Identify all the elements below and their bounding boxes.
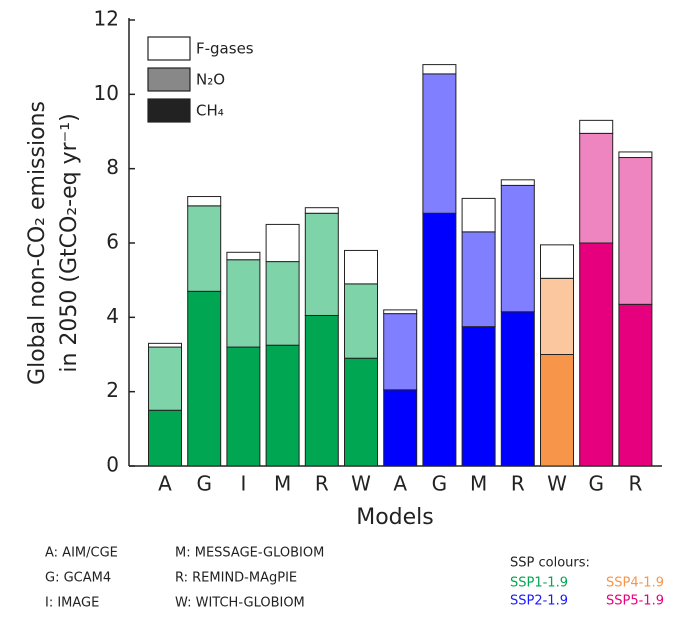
bar-segment: [344, 357, 378, 467]
ssp-legend-item: SSP1-1.9: [510, 576, 568, 591]
x-tick-label: R: [511, 472, 525, 496]
x-tick-label: W: [351, 472, 371, 496]
bar-segment: [344, 249, 378, 285]
bar-segment: [579, 119, 614, 134]
x-tick-label: R: [628, 472, 642, 496]
bar-segment: [148, 409, 182, 467]
bar-segment: [148, 342, 182, 348]
ssp-legend-item: SSP5-1.9: [606, 594, 664, 609]
bar-segment: [579, 132, 614, 244]
model-key: M: MESSAGE-GLOBIOM: [175, 546, 324, 561]
bar-segment: [540, 244, 574, 279]
y-axis-label: Global non-CO₂ emissions: [25, 101, 50, 385]
y-tick-label: 12: [94, 7, 119, 31]
x-tick-label: G: [196, 472, 212, 496]
y-tick-label: 8: [106, 155, 119, 179]
bar-segment: [148, 346, 182, 411]
legend-swatch: [147, 36, 191, 61]
y-tick-label: 2: [106, 378, 119, 402]
bar-segment: [304, 207, 339, 214]
bar-segment: [344, 283, 378, 359]
x-tick-label: I: [240, 472, 246, 496]
legend-label: N₂O: [196, 71, 225, 89]
x-tick-label: G: [432, 472, 448, 496]
bar-segment: [226, 346, 261, 467]
model-key: I: IMAGE: [45, 596, 99, 611]
model-key: G: GCAM4: [45, 571, 111, 586]
y-tick-label: 10: [94, 81, 119, 105]
x-tick-label: M: [274, 472, 291, 496]
ssp-legend-title: SSP colours:: [510, 556, 590, 571]
x-tick-label: A: [393, 472, 407, 496]
x-tick-label: G: [588, 472, 604, 496]
bar-segment: [579, 242, 614, 467]
bar-segment: [304, 212, 339, 316]
x-tick-label: A: [158, 472, 172, 496]
bar-segment: [422, 73, 457, 214]
model-key: A: AIM/CGE: [45, 546, 118, 561]
bar-segment: [618, 157, 653, 305]
x-tick-label: M: [470, 472, 487, 496]
bar-segment: [500, 184, 535, 313]
bar-segment: [461, 231, 496, 328]
model-key: W: WITCH-GLOBIOM: [175, 596, 305, 611]
bar-segment: [187, 196, 222, 207]
y-axis-label: in 2050 (GtCO₂-eq yr⁻¹): [57, 113, 82, 372]
legend-label: CH₄: [196, 102, 224, 120]
legend-swatch: [147, 98, 191, 123]
x-tick-label: R: [315, 472, 329, 496]
legend-label: F-gases: [196, 40, 254, 58]
bar-segment: [540, 354, 574, 467]
bar-segment: [226, 251, 261, 261]
x-axis-label: Models: [356, 505, 434, 530]
bar-segment: [500, 311, 535, 467]
bar-segment: [226, 259, 261, 348]
bar-segment: [422, 64, 457, 75]
model-key: R: REMIND-MAgPIE: [175, 571, 297, 586]
bar-segment: [540, 277, 574, 355]
legend-swatch: [147, 67, 191, 92]
bar-segment: [383, 389, 418, 467]
bar-segment: [461, 197, 496, 233]
bar-segment: [187, 205, 222, 292]
bar-segment: [500, 179, 535, 186]
bar-segment: [265, 223, 300, 263]
bar-segment: [265, 261, 300, 346]
x-tick-label: W: [547, 472, 567, 496]
y-tick-label: 0: [106, 453, 119, 477]
bar-segment: [187, 290, 222, 467]
ssp-legend-item: SSP2-1.9: [510, 594, 568, 609]
bar-segment: [618, 151, 653, 159]
bar-segment: [422, 212, 457, 467]
y-tick-label: 6: [106, 230, 119, 254]
bar-segment: [383, 309, 418, 315]
bar-segment: [265, 344, 300, 467]
bar-segment: [304, 314, 339, 467]
ssp-legend-item: SSP4-1.9: [606, 576, 664, 591]
y-tick-label: 4: [106, 304, 119, 328]
bar-segment: [461, 326, 496, 467]
bar-segment: [383, 313, 418, 391]
bar-segment: [618, 303, 653, 467]
